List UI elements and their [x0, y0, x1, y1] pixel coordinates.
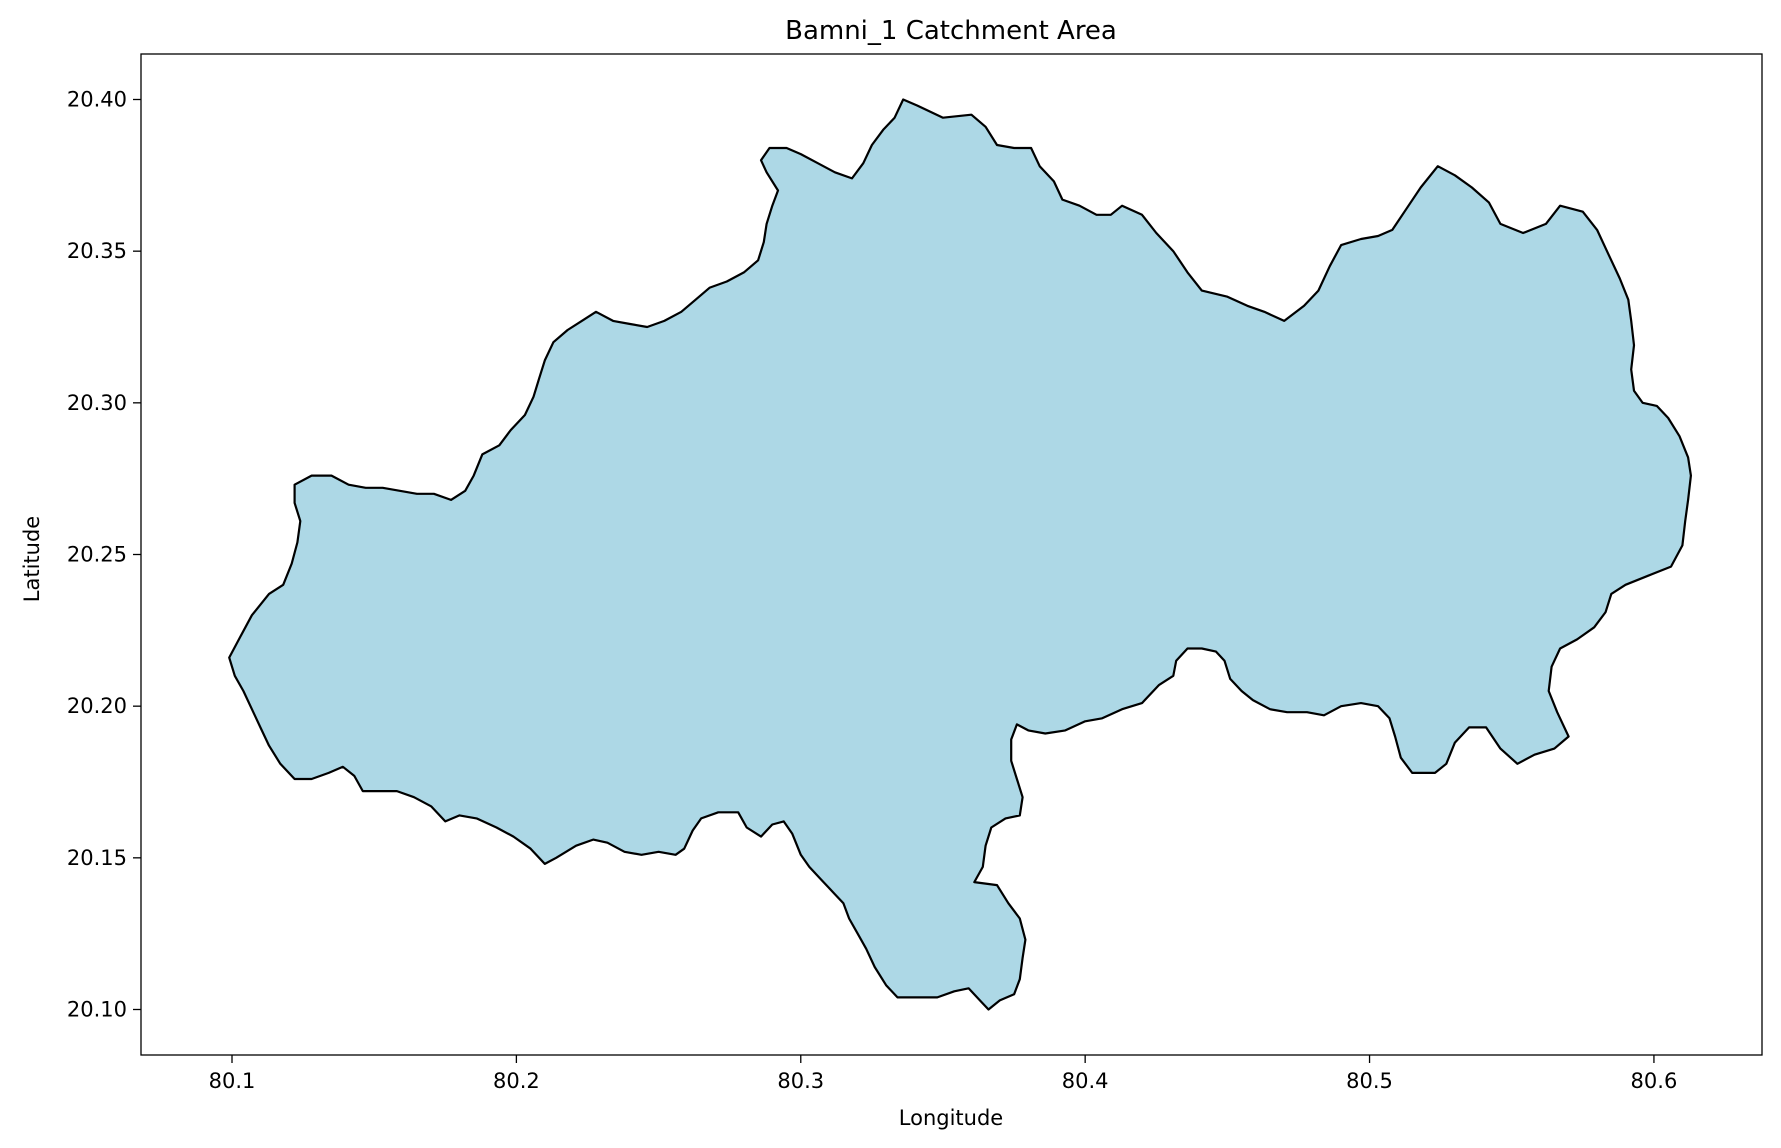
y-tick-label: 20.35: [67, 239, 127, 263]
catchment-boundary-polygon: [228, 98, 1692, 1011]
x-tick-label: 80.2: [493, 1069, 540, 1093]
y-tick-label: 20.25: [67, 543, 127, 567]
y-tick-label: 20.40: [67, 88, 127, 112]
x-tick-label: 80.6: [1631, 1069, 1678, 1093]
y-tick-label: 20.30: [67, 391, 127, 415]
y-axis-label: Latitude: [20, 516, 44, 602]
y-tick-label: 20.15: [67, 846, 127, 870]
x-tick-label: 80.4: [1062, 1069, 1109, 1093]
x-axis-label: Longitude: [899, 1106, 1003, 1130]
y-tick-label: 20.10: [67, 998, 127, 1022]
x-tick-label: 80.5: [1346, 1069, 1393, 1093]
x-axis-ticks: 80.1 80.2 80.3 80.4 80.5 80.6: [209, 1055, 1678, 1093]
x-tick-label: 80.3: [777, 1069, 824, 1093]
y-axis-ticks: 20.10 20.15 20.20 20.25 20.30 20.35 20.40: [67, 88, 141, 1022]
x-tick-label: 80.1: [209, 1069, 256, 1093]
map-title: Bamni_1 Catchment Area: [785, 16, 1117, 46]
y-tick-label: 20.20: [67, 694, 127, 718]
